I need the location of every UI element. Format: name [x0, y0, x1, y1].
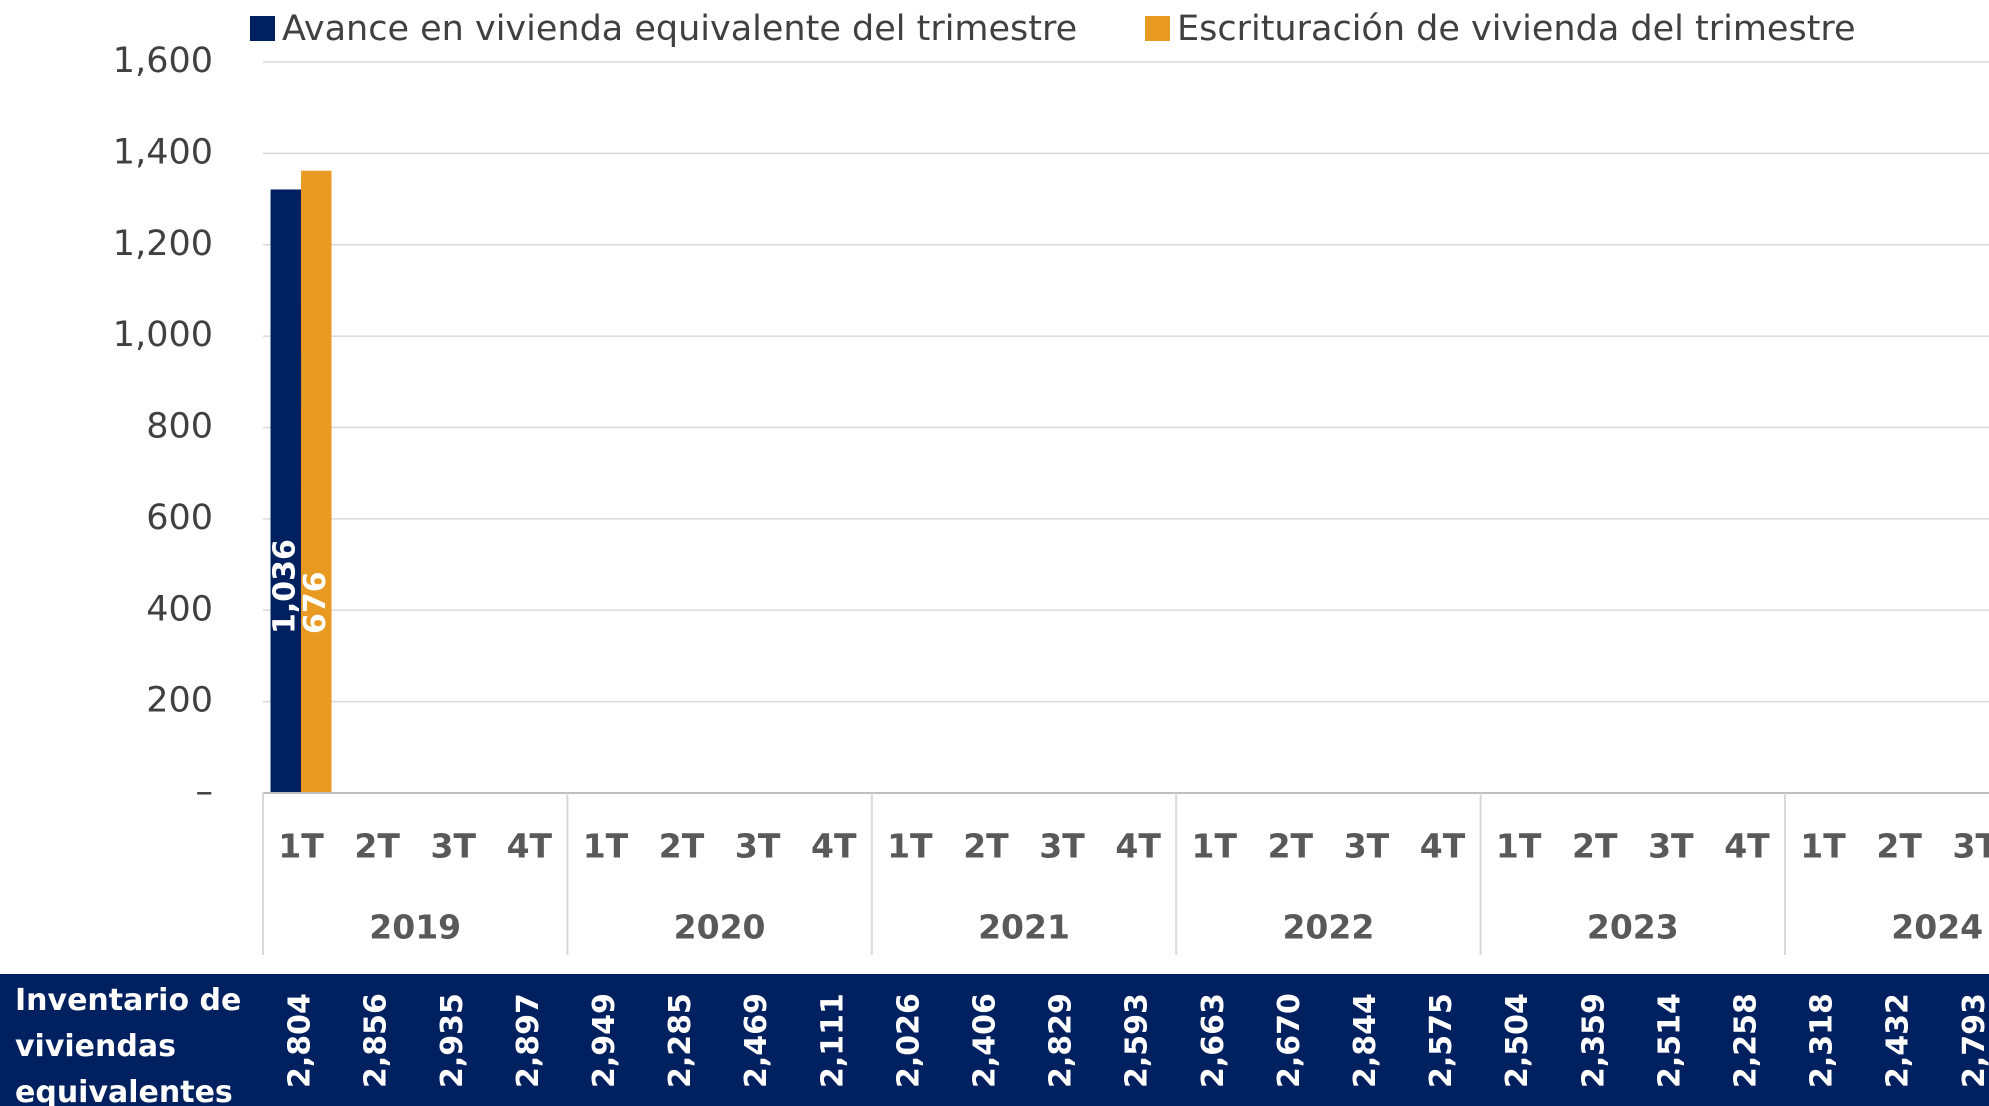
legend-swatch	[1145, 16, 1170, 41]
table-value: 2,504	[1500, 993, 1535, 1088]
table-value: 2,793	[1957, 993, 1989, 1088]
y-tick-label: 1,000	[113, 315, 213, 355]
table-value: 2,804	[283, 993, 318, 1088]
table-value: 2,663	[1196, 993, 1231, 1088]
bar	[270, 319, 302, 793]
table-value: 2,406	[967, 993, 1002, 1088]
table-value: 2,359	[1576, 993, 1611, 1088]
x-tick-label: 3T	[1344, 827, 1390, 866]
y-tick-label: 600	[146, 498, 213, 538]
table-value: 2,670	[1272, 993, 1307, 1088]
y-tick-label: 800	[146, 407, 213, 447]
x-tick-label: 2T	[1572, 827, 1618, 866]
table-value: 2,844	[1348, 993, 1383, 1088]
group-label: 2023	[1587, 908, 1679, 947]
table-value: 2,318	[1805, 993, 1840, 1088]
table-value: 2,829	[1044, 993, 1079, 1088]
x-tick-label: 4T	[1420, 827, 1466, 866]
x-tick-label: 3T	[431, 827, 477, 866]
x-tick-label: 3T	[1953, 827, 1989, 866]
y-tick-label: –	[196, 772, 214, 812]
x-tick-label: 1T	[583, 827, 629, 866]
x-tick-label: 1T	[1496, 827, 1542, 866]
x-tick-label: 4T	[507, 827, 553, 866]
x-tick-label: 1T	[1192, 827, 1238, 866]
table-value: 2,514	[1652, 993, 1687, 1088]
x-tick-label: 1T	[278, 827, 324, 866]
table-value: 2,026	[891, 993, 926, 1088]
x-tick-label: 2T	[1268, 827, 1314, 866]
table-value: 2,432	[1881, 993, 1916, 1088]
table-value: 2,856	[359, 993, 394, 1088]
legend-label: Avance en vivienda equivalente del trime…	[282, 9, 1077, 49]
group-label: 2019	[369, 908, 461, 947]
y-tick-label: 1,600	[113, 41, 213, 81]
table-value: 2,575	[1424, 993, 1459, 1088]
x-tick-label: 4T	[811, 827, 857, 866]
table-value: 2,949	[587, 993, 622, 1088]
y-tick-label: 400	[146, 589, 213, 629]
x-tick-label: 2T	[659, 827, 705, 866]
data-label: 1,036	[267, 539, 302, 634]
table-value: 2,935	[435, 993, 470, 1088]
legend-label: Escrituración de vivienda del trimestre	[1177, 9, 1856, 49]
y-tick-label: 1,400	[113, 132, 213, 172]
group-label: 2020	[674, 908, 766, 947]
legend-swatch	[250, 16, 275, 41]
table-value: 2,285	[663, 993, 698, 1088]
x-tick-label: 3T	[735, 827, 781, 866]
y-tick-label: 200	[146, 681, 213, 721]
bar	[301, 484, 332, 793]
table-value: 2,593	[1120, 993, 1155, 1088]
y-tick-label: 1,200	[113, 224, 213, 264]
data-label: 676	[298, 571, 333, 634]
group-label: 2024	[1891, 908, 1983, 947]
table-value: 2,111	[815, 993, 850, 1088]
x-tick-label: 2T	[963, 827, 1009, 866]
x-tick-label: 3T	[1648, 827, 1694, 866]
x-tick-label: 1T	[887, 827, 933, 866]
table-value: 2,469	[739, 993, 774, 1088]
x-tick-label: 1T	[1800, 827, 1846, 866]
table-value: 2,897	[511, 993, 546, 1088]
x-tick-label: 2T	[354, 827, 400, 866]
x-tick-label: 2T	[1876, 827, 1922, 866]
group-label: 2022	[1282, 908, 1374, 947]
group-label: 2021	[978, 908, 1070, 947]
x-tick-label: 3T	[1039, 827, 1085, 866]
x-tick-label: 4T	[1724, 827, 1770, 866]
x-tick-label: 4T	[1115, 827, 1161, 866]
table-value: 2,258	[1728, 993, 1763, 1088]
table-row-label: Inventario de viviendas equivalentes	[15, 983, 242, 1106]
table-band	[0, 974, 1989, 1106]
